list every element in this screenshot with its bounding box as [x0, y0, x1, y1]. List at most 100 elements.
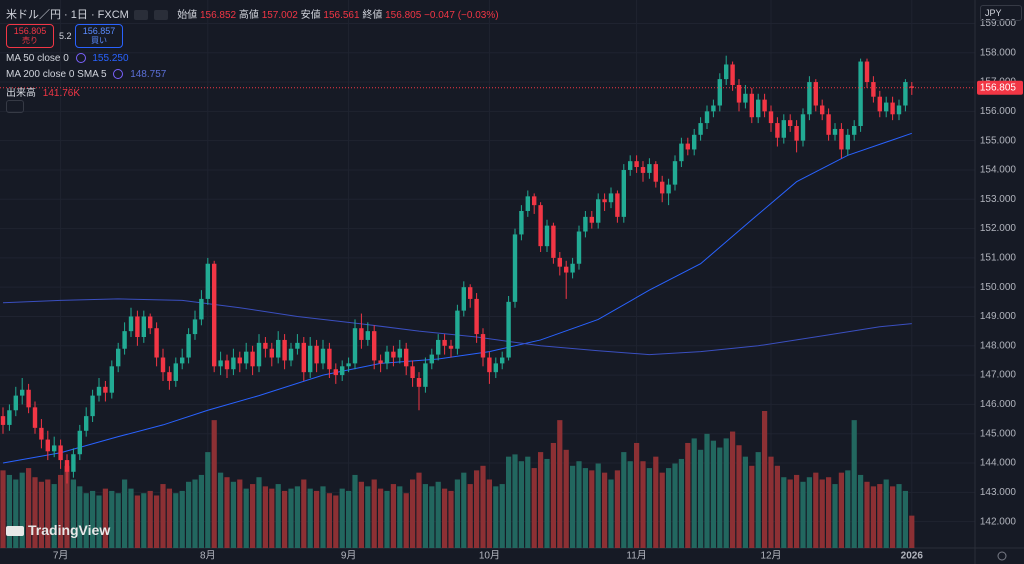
- candle-body: [410, 366, 415, 379]
- candle-body: [436, 339, 441, 355]
- candle-body: [877, 96, 882, 112]
- candle-body: [685, 143, 690, 150]
- candle-body: [800, 114, 806, 141]
- candle-body: [32, 407, 38, 428]
- volume-bar: [371, 479, 377, 548]
- candle-body: [160, 357, 166, 373]
- volume-bar: [870, 486, 876, 548]
- candle-body: [148, 316, 153, 329]
- volume-bar: [627, 461, 633, 548]
- ma-icon[interactable]: [75, 53, 86, 64]
- ma-icon[interactable]: [113, 69, 124, 80]
- candle-body: [832, 128, 838, 135]
- candle-body: [263, 342, 268, 349]
- x-tick-label: 11月: [626, 550, 646, 562]
- candle-body: [903, 82, 908, 106]
- brand: TradingView: [6, 522, 110, 538]
- symbol: 米ドル／円 · 1日 · FXCM: [6, 9, 129, 21]
- volume-bar: [301, 479, 307, 548]
- candle-body: [308, 345, 313, 373]
- candle-body: [372, 331, 377, 361]
- volume-bar: [570, 465, 576, 548]
- volume-bar: [563, 449, 569, 548]
- volume-bar: [595, 463, 601, 548]
- candle-body: [122, 331, 127, 349]
- candle-body: [743, 93, 748, 103]
- y-tick-label: 143.000: [980, 487, 1017, 498]
- candle-body: [896, 105, 902, 115]
- candle-body: [871, 82, 876, 97]
- volume-bar: [723, 438, 729, 548]
- candle-body: [218, 360, 223, 367]
- candle-body: [570, 263, 575, 273]
- volume-bar: [384, 490, 390, 548]
- candle-body: [551, 225, 556, 258]
- volume-bar: [730, 431, 736, 548]
- eye-icon[interactable]: [133, 10, 148, 21]
- y-tick-label: 142.000: [980, 516, 1017, 527]
- candle-body: [813, 82, 818, 106]
- volume-bar: [448, 490, 454, 548]
- volume-bar: [109, 490, 115, 548]
- volume-bar: [154, 495, 160, 548]
- candle-body: [192, 319, 198, 335]
- brand-name: TradingView: [28, 522, 111, 538]
- volume-bar: [666, 468, 672, 548]
- candle-body: [672, 161, 678, 185]
- volume-bar: [691, 438, 697, 548]
- candle-body: [589, 216, 594, 223]
- ma200-name: MA 200 close 0 SMA 5: [6, 69, 107, 80]
- volume-bar: [141, 493, 147, 548]
- candle-body: [39, 427, 44, 440]
- candle-body: [186, 334, 191, 358]
- volume-bar: [186, 481, 192, 548]
- candle-body: [788, 120, 793, 127]
- volume-bar: [6, 474, 12, 548]
- y-tick-label: 146.000: [980, 399, 1017, 410]
- volume-bar: [826, 477, 832, 548]
- volume-bar: [122, 479, 128, 548]
- settings-icon[interactable]: [997, 551, 1007, 561]
- collapse-button[interactable]: [6, 100, 24, 113]
- ma50-value: 155.250: [92, 53, 129, 64]
- y-tick-label: 153.000: [980, 194, 1017, 205]
- candle-body: [557, 257, 562, 267]
- candle-body: [404, 348, 409, 367]
- volume-bar: [742, 456, 748, 548]
- volume-bar: [614, 470, 620, 548]
- candle-body: [909, 86, 914, 88]
- candle-body: [173, 363, 178, 381]
- candle-body: [653, 164, 658, 182]
- volume-bar: [352, 474, 358, 548]
- y-tick-label: 156.000: [980, 106, 1017, 117]
- volume-bar: [294, 486, 300, 548]
- candle-body: [237, 357, 242, 364]
- buy-button[interactable]: 156.857 買い: [75, 24, 123, 48]
- candle-body: [666, 184, 671, 194]
- volume-bar: [358, 481, 364, 548]
- candle-body: [500, 357, 505, 364]
- candle-body: [378, 360, 383, 364]
- candle-body: [820, 105, 825, 115]
- candle-body: [314, 345, 319, 364]
- ma50-legend: MA 50 close 0 155.250: [6, 53, 129, 64]
- volume-bar: [410, 479, 416, 548]
- candle-body: [839, 128, 844, 150]
- volume-bar: [531, 468, 537, 548]
- y-tick-label: 159.000: [980, 18, 1017, 29]
- volume-bar: [83, 493, 89, 548]
- y-tick-label: 154.000: [980, 165, 1017, 176]
- volume-bar: [851, 420, 857, 548]
- candle-body: [442, 339, 447, 346]
- volume-bar: [608, 479, 614, 548]
- sell-button[interactable]: 156.805 売り: [6, 24, 54, 48]
- volume-bar: [269, 488, 275, 548]
- menu-icon[interactable]: [154, 10, 169, 21]
- volume-bar: [550, 442, 556, 548]
- candle-body: [333, 369, 338, 376]
- candle-body: [64, 460, 70, 472]
- last-price-box: [977, 80, 1023, 95]
- y-tick-label: 150.000: [980, 282, 1017, 293]
- currency-button[interactable]: JPY: [980, 5, 1022, 21]
- candle-body: [269, 348, 274, 358]
